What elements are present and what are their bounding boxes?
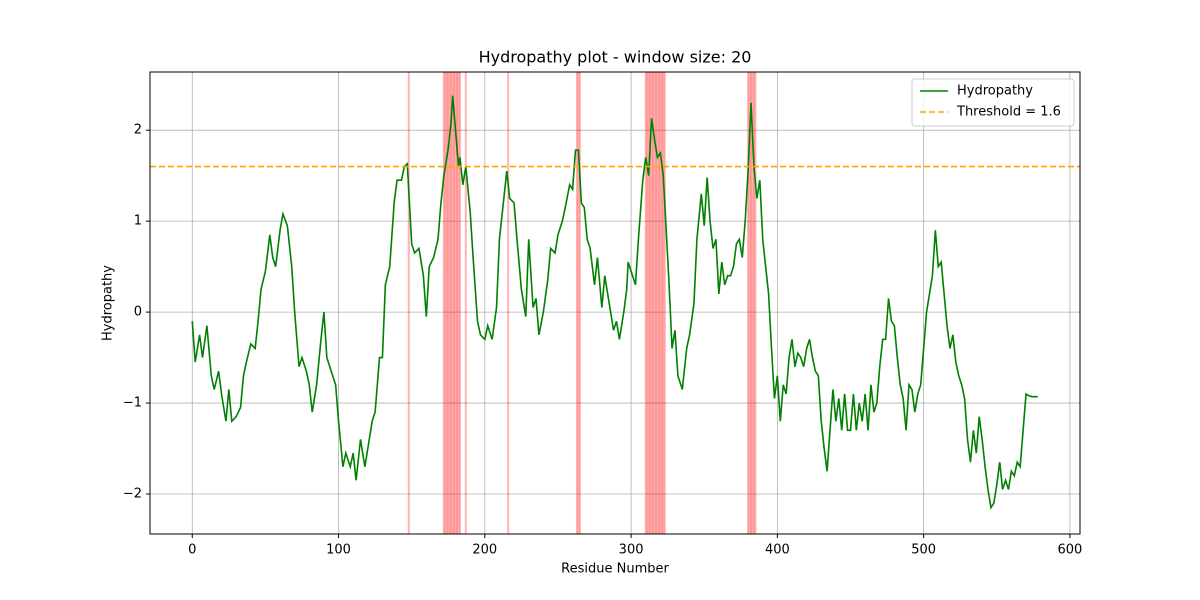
legend-label: Threshold = 1.6	[956, 105, 1061, 120]
y-tick-label: 1	[134, 214, 142, 229]
legend-box	[911, 78, 1075, 127]
y-tick-label: −1	[123, 396, 142, 411]
chart-title: Hydropathy plot - window size: 20	[479, 48, 752, 67]
x-tick-label: 600	[1057, 543, 1082, 558]
data-line	[191, 95, 1038, 510]
y-tick-label: 0	[134, 305, 142, 320]
x-tick-label: 0	[188, 543, 196, 558]
x-tick-label: 300	[619, 543, 644, 558]
y-tick-label: 2	[134, 123, 142, 138]
legend-label: Hydropathy	[957, 84, 1033, 99]
y-tick-label: −2	[123, 486, 142, 501]
x-axis-label: Residue Number	[561, 562, 669, 577]
x-tick-label: 100	[326, 543, 351, 558]
x-tick-label: 500	[911, 543, 936, 558]
x-tick-label: 200	[472, 543, 497, 558]
y-axis-label: Hydropathy	[101, 265, 116, 341]
x-tick-label: 400	[765, 543, 790, 558]
plot-frame	[149, 71, 1081, 535]
